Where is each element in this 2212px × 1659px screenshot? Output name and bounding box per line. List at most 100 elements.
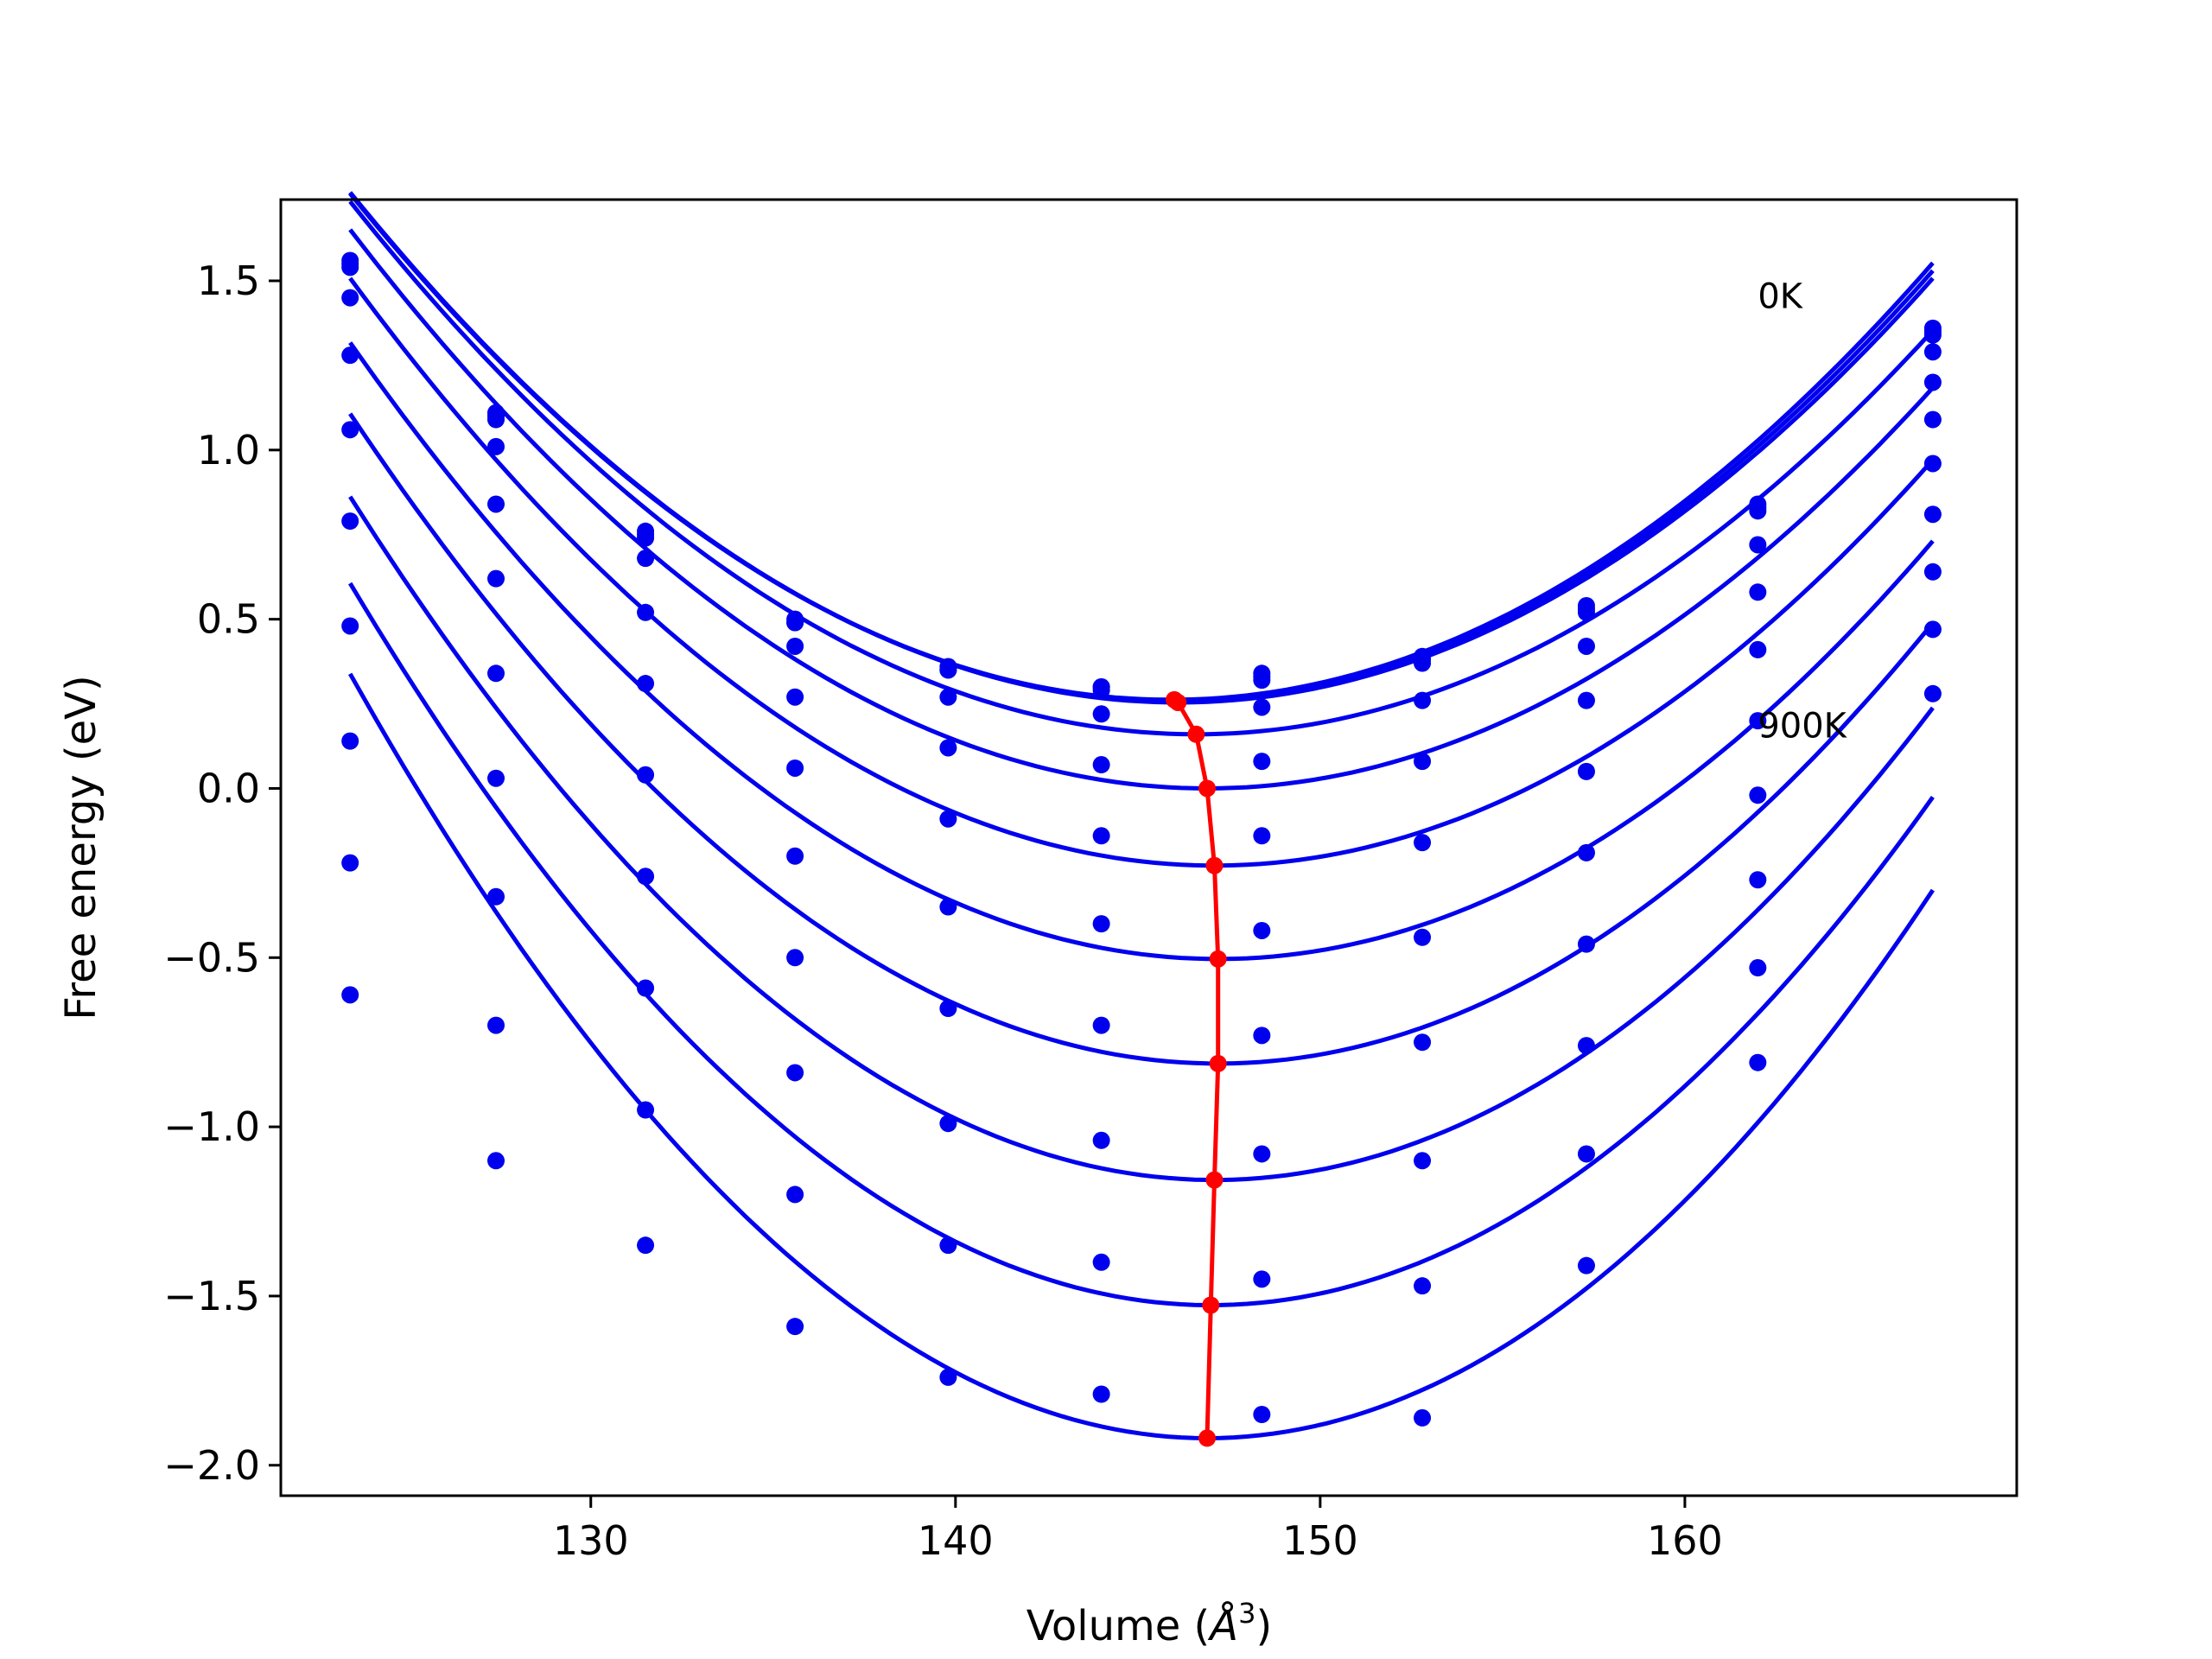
data-point-5-3: [786, 759, 804, 777]
data-point-8-1: [487, 887, 505, 906]
fit-curve-9: [348, 582, 1935, 1308]
y-axis-label: Free energy (eV): [57, 675, 105, 1020]
data-point-2-1: [487, 410, 505, 429]
data-point-7-3: [786, 949, 804, 967]
data-point-4-0: [341, 346, 359, 365]
data-point-5-8: [1577, 762, 1595, 780]
data-point-7-0: [341, 617, 359, 635]
data-point-7-9: [1749, 786, 1767, 804]
data-point-4-7: [1414, 753, 1432, 771]
y-tick-label: 0.5: [197, 596, 260, 643]
data-point-3-8: [1577, 637, 1595, 655]
data-point-7-2: [637, 868, 655, 886]
data-point-9-3: [786, 1185, 804, 1204]
data-point-7-6: [1253, 1027, 1271, 1045]
axis-ticks: 130 140 150 160 1.5 1.0 0.5 0.0 −0.5 −1.0 −1.5 −2.0: [163, 257, 1723, 1564]
data-point-4-2: [637, 603, 655, 621]
y-tick-label: 1.0: [197, 427, 260, 474]
minimum-point-9: [1198, 1429, 1217, 1447]
data-point-4-9: [1749, 583, 1767, 601]
data-point-4-8: [1577, 691, 1595, 709]
data-point-8-9: [1749, 871, 1767, 889]
annotation-0: 0K: [1758, 276, 1803, 316]
fit-curve-4: [348, 228, 1935, 791]
data-point-9-8: [1577, 1145, 1595, 1163]
x-axis-label: Volume (Å3): [1027, 1597, 1272, 1650]
data-points: [341, 251, 1942, 1427]
x-tick-label: 130: [553, 1517, 629, 1564]
data-point-5-6: [1253, 827, 1271, 845]
data-point-10-6: [1253, 1406, 1271, 1424]
minimum-point-1: [1169, 693, 1187, 711]
minima-line: [1173, 697, 1221, 1439]
data-point-10-3: [786, 1318, 804, 1336]
data-point-5-2: [637, 675, 655, 693]
data-point-2-10: [1923, 326, 1942, 344]
data-point-9-0: [341, 854, 359, 872]
data-point-3-4: [939, 688, 957, 706]
data-point-9-10: [1923, 620, 1942, 639]
data-point-6-6: [1253, 921, 1271, 939]
data-point-8-6: [1253, 1145, 1271, 1163]
y-tick-label: 0.0: [197, 765, 260, 811]
y-tick-label: −1.0: [163, 1103, 260, 1150]
data-point-2-6: [1253, 671, 1271, 690]
data-point-3-3: [786, 637, 804, 655]
data-point-2-5: [1092, 681, 1110, 699]
minimum-point-2: [1187, 725, 1205, 743]
minimum-point-6: [1209, 1054, 1227, 1072]
data-point-4-3: [786, 688, 804, 706]
data-point-2-8: [1577, 603, 1595, 621]
data-point-5-4: [939, 810, 957, 828]
data-point-2-0: [341, 258, 359, 276]
data-point-6-5: [1092, 915, 1110, 933]
data-point-8-5: [1092, 1131, 1110, 1149]
data-point-6-10: [1923, 454, 1942, 473]
data-point-3-6: [1253, 698, 1271, 716]
data-point-4-10: [1923, 373, 1942, 391]
minimum-point-5: [1209, 950, 1227, 968]
data-point-10-4: [939, 1368, 957, 1386]
data-point-6-9: [1749, 712, 1767, 730]
data-point-5-5: [1092, 827, 1110, 845]
data-point-7-5: [1092, 1016, 1110, 1034]
y-tick-label: −0.5: [163, 934, 260, 981]
data-point-9-6: [1253, 1270, 1271, 1288]
temperature-annotations: 0K 900K: [1758, 276, 1847, 746]
data-point-5-1: [487, 569, 505, 588]
data-point-3-2: [637, 550, 655, 568]
data-point-3-10: [1923, 343, 1942, 361]
data-point-2-7: [1414, 654, 1432, 672]
data-point-8-3: [786, 1064, 804, 1082]
data-point-2-9: [1749, 502, 1767, 520]
data-point-10-8: [1577, 1256, 1595, 1274]
fit-curve-2: [348, 191, 1935, 705]
data-point-5-7: [1414, 834, 1432, 852]
data-point-3-9: [1749, 536, 1767, 554]
data-point-8-10: [1923, 563, 1942, 581]
data-point-10-2: [637, 1236, 655, 1255]
fit-curve-7: [348, 412, 1935, 1066]
data-point-6-3: [786, 847, 804, 865]
data-point-4-6: [1253, 753, 1271, 771]
fit-curve-10: [348, 672, 1935, 1440]
minimum-point-4: [1205, 856, 1224, 874]
data-point-7-7: [1414, 1033, 1432, 1052]
data-point-5-0: [341, 421, 359, 439]
data-point-3-7: [1414, 691, 1432, 709]
data-point-2-2: [637, 529, 655, 547]
data-point-8-0: [341, 732, 359, 750]
fit-curve-8: [348, 495, 1935, 1183]
minima-line-group: [1166, 690, 1227, 1447]
data-point-7-8: [1577, 935, 1595, 953]
data-point-2-3: [786, 613, 804, 632]
data-point-8-7: [1414, 1152, 1432, 1170]
data-point-10-10: [1923, 684, 1942, 702]
fit-curve-6: [348, 341, 1935, 962]
annotation-1: 900K: [1758, 707, 1847, 747]
data-point-2-4: [939, 661, 957, 679]
y-tick-label: −1.5: [163, 1273, 260, 1319]
minimum-point-8: [1202, 1296, 1220, 1314]
data-point-8-4: [939, 1115, 957, 1133]
